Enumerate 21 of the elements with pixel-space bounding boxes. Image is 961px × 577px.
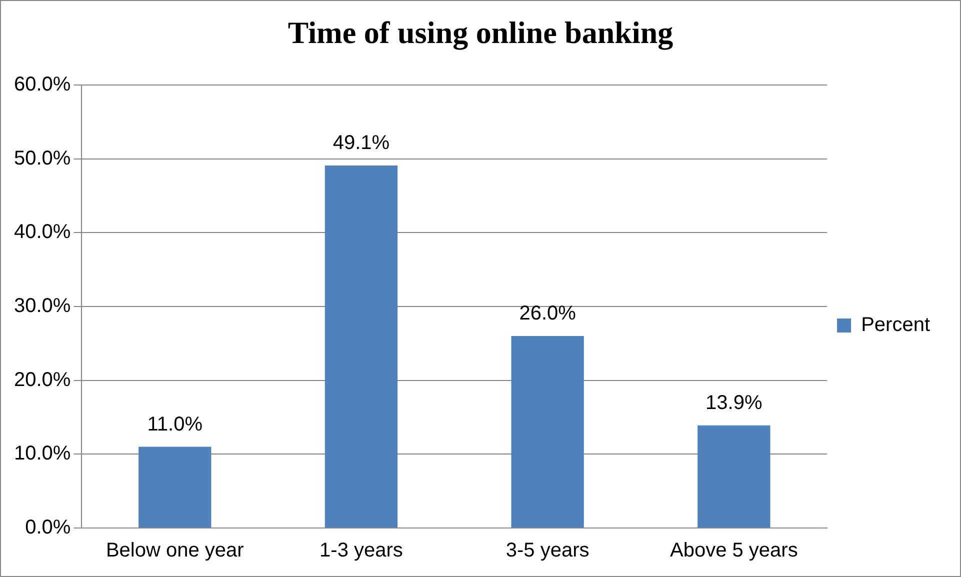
x-tick-label: 1-3 years xyxy=(320,540,403,562)
x-tick-label: 3-5 years xyxy=(506,540,590,562)
legend-label: Percent xyxy=(861,314,930,336)
y-tick-label: 30.0% xyxy=(14,295,71,318)
bar xyxy=(511,336,584,528)
bar xyxy=(138,446,212,528)
y-tick-label: 0.0% xyxy=(25,516,71,539)
chart-title: Time of using online banking xyxy=(286,15,674,51)
data-label: 11.0% xyxy=(147,413,203,436)
bar xyxy=(698,425,770,528)
data-label: 26.0% xyxy=(519,302,576,325)
bar xyxy=(324,165,398,528)
data-label: 49.1% xyxy=(332,132,390,154)
y-tick-label: 50.0% xyxy=(14,147,71,170)
y-tick-label: 40.0% xyxy=(14,221,71,244)
y-tick-label: 10.0% xyxy=(14,442,71,465)
data-label: 13.9% xyxy=(706,392,762,414)
y-tick-label: 60.0% xyxy=(14,74,71,96)
x-tick-label: Below one year xyxy=(106,540,244,562)
x-tick-label: Above 5 years xyxy=(670,540,798,562)
y-tick-label: 20.0% xyxy=(14,368,71,391)
